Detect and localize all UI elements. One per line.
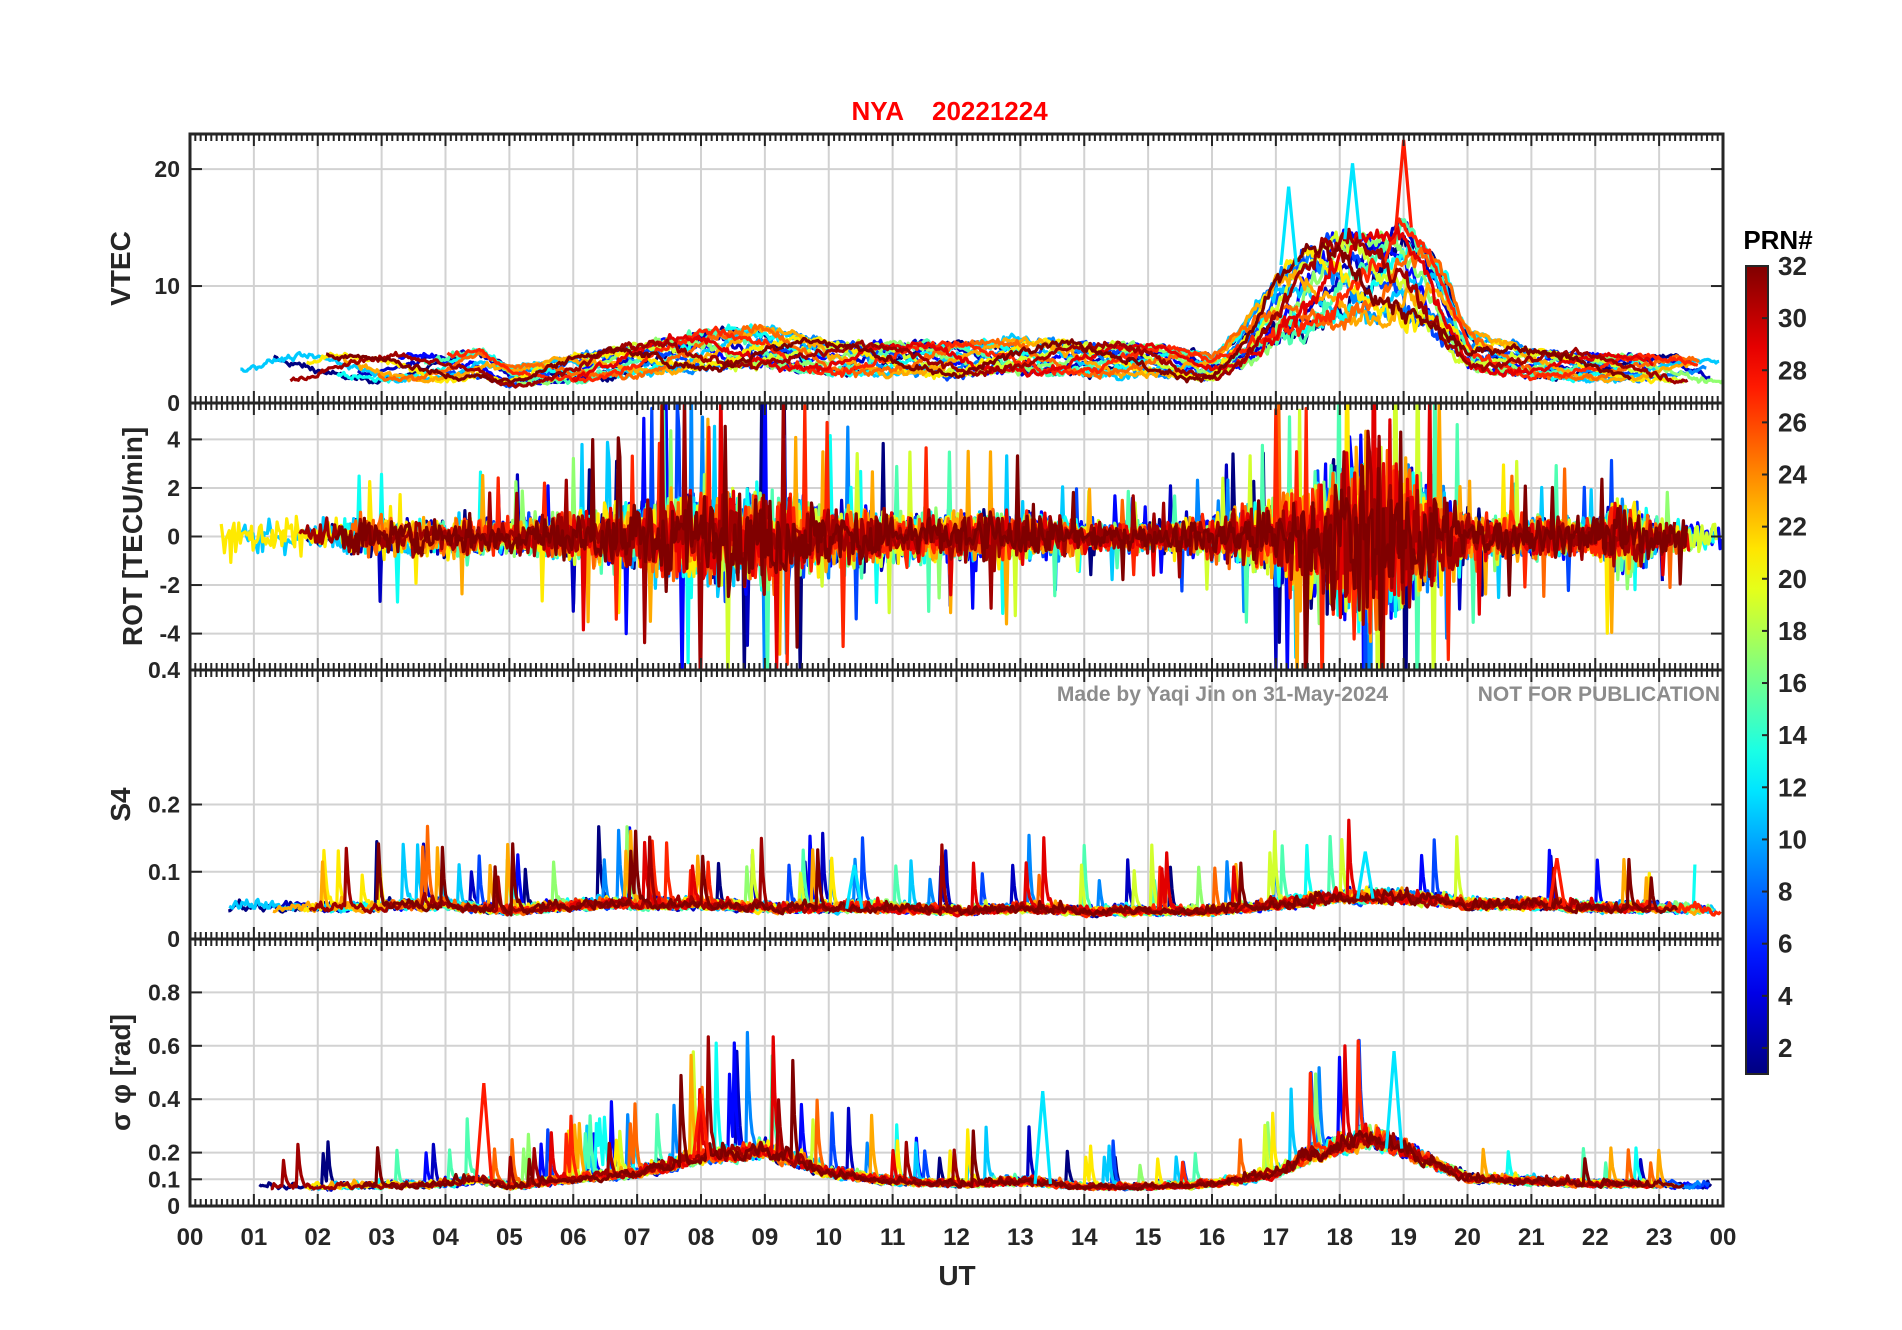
y-tick-label: 0 [167,524,180,550]
x-tick-label: 15 [1135,1224,1162,1251]
series-line-prn-27 [446,217,1699,384]
series-line-prn-32 [361,1058,1684,1192]
y-tick-label: 0 [167,926,180,952]
x-axis-label: UT [938,1260,975,1291]
y-axis-label-sigma_phi: σ φ [rad] [105,1014,136,1131]
colorbar-tick-label: 8 [1778,877,1792,907]
y-tick-label: 0.2 [148,1140,180,1166]
watermark-made-by: Made by Yaqi Jin on 31-May-2024 [1057,683,1388,706]
series-line-prn-31 [289,227,1689,389]
peak-mark [1279,186,1298,266]
y-axis-label-rot: ROT [TECU/min] [117,427,148,646]
x-tick-label: 18 [1326,1224,1353,1251]
x-tick-label: 05 [496,1224,523,1251]
x-tick-label: 20 [1454,1224,1481,1251]
y-tick-label: 0 [167,1193,180,1219]
panel-rot: -4 -2 0 2 4 ROT [TECU/min] [117,401,1725,672]
colorbar-tick-label: 22 [1778,512,1807,542]
colorbar-tick-label: 18 [1778,616,1807,646]
colorbar-tick-label: 12 [1778,772,1807,802]
panel-sigma_phi-traces [258,1030,1713,1192]
peak-mark [691,1093,711,1159]
colorbar-tick-label: 6 [1778,929,1792,959]
panel-sigma_phi: 00.10.2 0.4 0.6 0.8 σ φ [rad] [105,937,1725,1219]
y-tick-label: 0.4 [148,1086,180,1112]
y-tick-label: 0.2 [148,792,180,818]
x-tick-label: 07 [624,1224,651,1251]
x-tick-label: 22 [1582,1224,1609,1251]
peak-mark [474,1083,494,1182]
x-tick-label: 06 [560,1224,587,1251]
colorbar-tick-label: 2 [1778,1033,1792,1063]
colorbar-label: PRN# [1743,225,1813,255]
y-tick-label: 20 [154,156,180,182]
colorbar-tick-label: 4 [1778,981,1793,1011]
y-axis-label-s4: S4 [105,787,136,822]
colorbar-tick-label: 24 [1778,460,1807,490]
y-tick-label: -4 [160,621,181,647]
colorbar-tick-label: 26 [1778,407,1807,437]
x-tick-label: 01 [241,1224,268,1251]
x-tick-labels: 00 01 02 03 04 05 06 07 08 09 10 11 12 13 14 15 16 17 18 19… [177,1224,1737,1251]
colorbar-tick-label: 14 [1778,720,1807,750]
colorbar-tick-label: 28 [1778,355,1807,385]
x-tick-label: 03 [368,1224,395,1251]
series-line-prn-32 [325,242,1632,384]
panel-vtec: 0 10 20 VTEC [105,132,1725,416]
peak-mark [1356,851,1375,899]
x-tick-label: 00 [177,1224,204,1251]
peak-mark [845,864,864,910]
x-tick-label: 19 [1390,1224,1417,1251]
y-tick-label: 0.6 [148,1033,180,1059]
y-axis-label-vtec: VTEC [105,231,136,306]
x-tick-label: 02 [304,1224,331,1251]
colorbar-tick-label: 16 [1778,668,1807,698]
series-line-prn-32 [375,829,1679,918]
x-tick-label: 17 [1263,1224,1290,1251]
chart-title-date: 20221224 [932,96,1048,126]
x-tick-label: 16 [1199,1224,1226,1251]
y-tick-label: 0.1 [148,859,180,885]
x-tick-label: 23 [1646,1224,1673,1251]
colorbar-tick-label: 20 [1778,564,1807,594]
y-tick-label: 0.8 [148,979,180,1005]
x-tick-label: 09 [752,1224,779,1251]
x-tick-label: 21 [1518,1224,1545,1251]
y-tick-label: -2 [160,572,180,598]
y-tick-label: 2 [167,475,180,501]
x-tick-label: 13 [1007,1224,1034,1251]
chart-title-station: NYA [851,96,904,126]
peak-mark [1384,1051,1404,1149]
series-line-prn-32 [334,424,1689,670]
panel-s4-traces [228,818,1722,919]
y-tick-label: 4 [167,426,180,452]
y-tick-label: 0.4 [148,657,180,683]
panel-vtec-traces [240,139,1723,389]
y-tick-label: 10 [154,273,180,299]
x-tick-label: 04 [432,1224,459,1251]
y-tick-label: 0 [167,390,180,416]
peak-mark [1547,858,1567,907]
x-tick-label: 14 [1071,1224,1098,1251]
watermark-notice: NOT FOR PUBLICATION [1478,683,1720,706]
panel-rot-traces [219,403,1723,670]
y-tick-label: 0.1 [148,1166,180,1192]
colorbar-tick-label: 32 [1778,251,1807,281]
x-tick-label: 00 [1710,1224,1737,1251]
x-tick-label: 08 [688,1224,715,1251]
colorbar-tick-label: 10 [1778,824,1807,854]
colorbar-tick-label: 30 [1778,303,1807,333]
x-tick-label: 12 [943,1224,970,1251]
colorbar-gradient [1745,265,1769,1075]
x-tick-label: 11 [880,1224,905,1251]
x-tick-label: 10 [815,1224,842,1251]
peak-mark [1343,163,1362,240]
peak-mark [1033,1091,1052,1184]
